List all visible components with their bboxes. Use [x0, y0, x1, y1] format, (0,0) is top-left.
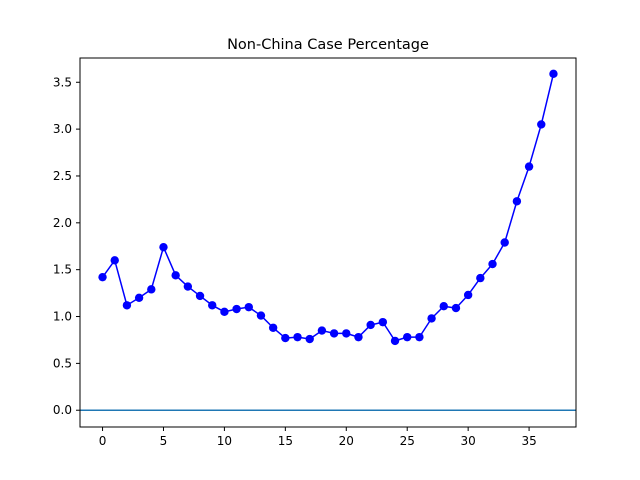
- y-tick-label: 1.5: [53, 263, 72, 277]
- x-tick-label: 30: [461, 434, 476, 448]
- data-point: [220, 307, 229, 317]
- y-tick-label: 2.5: [53, 169, 72, 183]
- x-tick-label: 0: [99, 434, 107, 448]
- data-point: [403, 332, 412, 342]
- data-point: [256, 311, 266, 320]
- data-point: [537, 120, 546, 129]
- y-tick-label: 3.5: [53, 75, 72, 89]
- data-point: [134, 293, 144, 302]
- data-point: [390, 336, 400, 346]
- data-point: [427, 314, 436, 323]
- y-tick-label: 0.5: [53, 356, 72, 370]
- data-point: [208, 301, 217, 310]
- data-point: [293, 332, 302, 342]
- data-point: [512, 197, 522, 206]
- data-point: [232, 304, 241, 314]
- data-point: [378, 317, 388, 327]
- x-tick-label: 25: [400, 434, 415, 448]
- x-tick-label: 10: [217, 434, 232, 448]
- x-tick-label: 35: [521, 434, 536, 448]
- data-point: [524, 162, 534, 171]
- data-point: [98, 272, 107, 282]
- data-point: [317, 326, 327, 335]
- data-point: [439, 302, 448, 311]
- data-point: [415, 332, 424, 342]
- x-tick-label: 20: [339, 434, 354, 448]
- x-tick-label: 5: [160, 434, 168, 448]
- data-point: [159, 242, 168, 252]
- data-point: [183, 282, 193, 291]
- data-point: [305, 334, 314, 344]
- data-point: [329, 329, 339, 338]
- data-point: [171, 271, 180, 280]
- data-point: [110, 256, 119, 265]
- data-point: [476, 273, 485, 283]
- data-point: [147, 285, 156, 294]
- y-tick-label: 0.0: [53, 403, 72, 417]
- data-point: [451, 303, 461, 313]
- data-point: [122, 301, 132, 310]
- y-tick-label: 2.0: [53, 216, 72, 230]
- data-point: [268, 323, 278, 332]
- data-point: [342, 329, 351, 338]
- chart-title: Non-China Case Percentage: [227, 37, 429, 53]
- plot-area: 0 5 10 15 20 25 30 35 0.0 0.5 1.0 1.5 2.0 2.5 3.0 3.5: [53, 57, 577, 448]
- data-point: [366, 320, 375, 330]
- axes-frame: [79, 57, 577, 428]
- series-line: [101, 73, 555, 342]
- data-point: [549, 69, 558, 79]
- y-tick-label: 1.0: [53, 310, 72, 324]
- data-point: [354, 332, 363, 342]
- data-point: [244, 302, 253, 312]
- x-tick-label: 15: [278, 434, 293, 448]
- data-point: [463, 290, 473, 300]
- data-point: [500, 238, 509, 247]
- data-point: [488, 259, 497, 269]
- data-point: [195, 291, 205, 301]
- y-tick-label: 3.0: [53, 122, 72, 136]
- data-point: [281, 333, 290, 343]
